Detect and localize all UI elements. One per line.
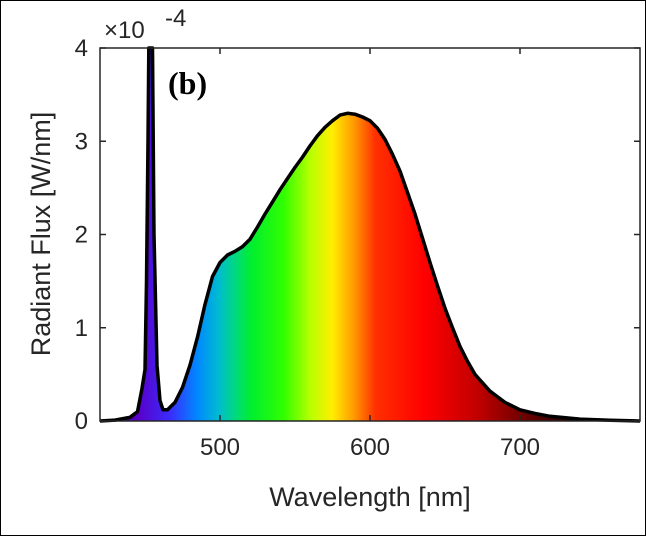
axis-ticks: 500 600 700 0 1 2 3 4 [75, 35, 640, 461]
plot-area [99, 46, 641, 423]
x-tick-label: 500 [200, 434, 240, 461]
x-tick-label: 700 [500, 434, 540, 461]
y-exponent-power: -4 [165, 5, 186, 32]
y-exponent-label: ×10 [104, 17, 145, 44]
y-tick-label: 3 [75, 128, 88, 155]
y-tick-label: 4 [75, 35, 88, 62]
x-tick-label: 600 [350, 434, 390, 461]
y-tick-label: 2 [75, 222, 88, 249]
y-tick-label: 1 [75, 315, 88, 342]
panel-label: (b) [168, 65, 207, 101]
x-axis-title: Wavelength [nm] [269, 482, 471, 512]
y-axis-title: Radiant Flux [W/nm] [26, 112, 56, 357]
y-tick-label: 0 [75, 408, 88, 435]
spectrum-fill-area [100, 48, 640, 421]
